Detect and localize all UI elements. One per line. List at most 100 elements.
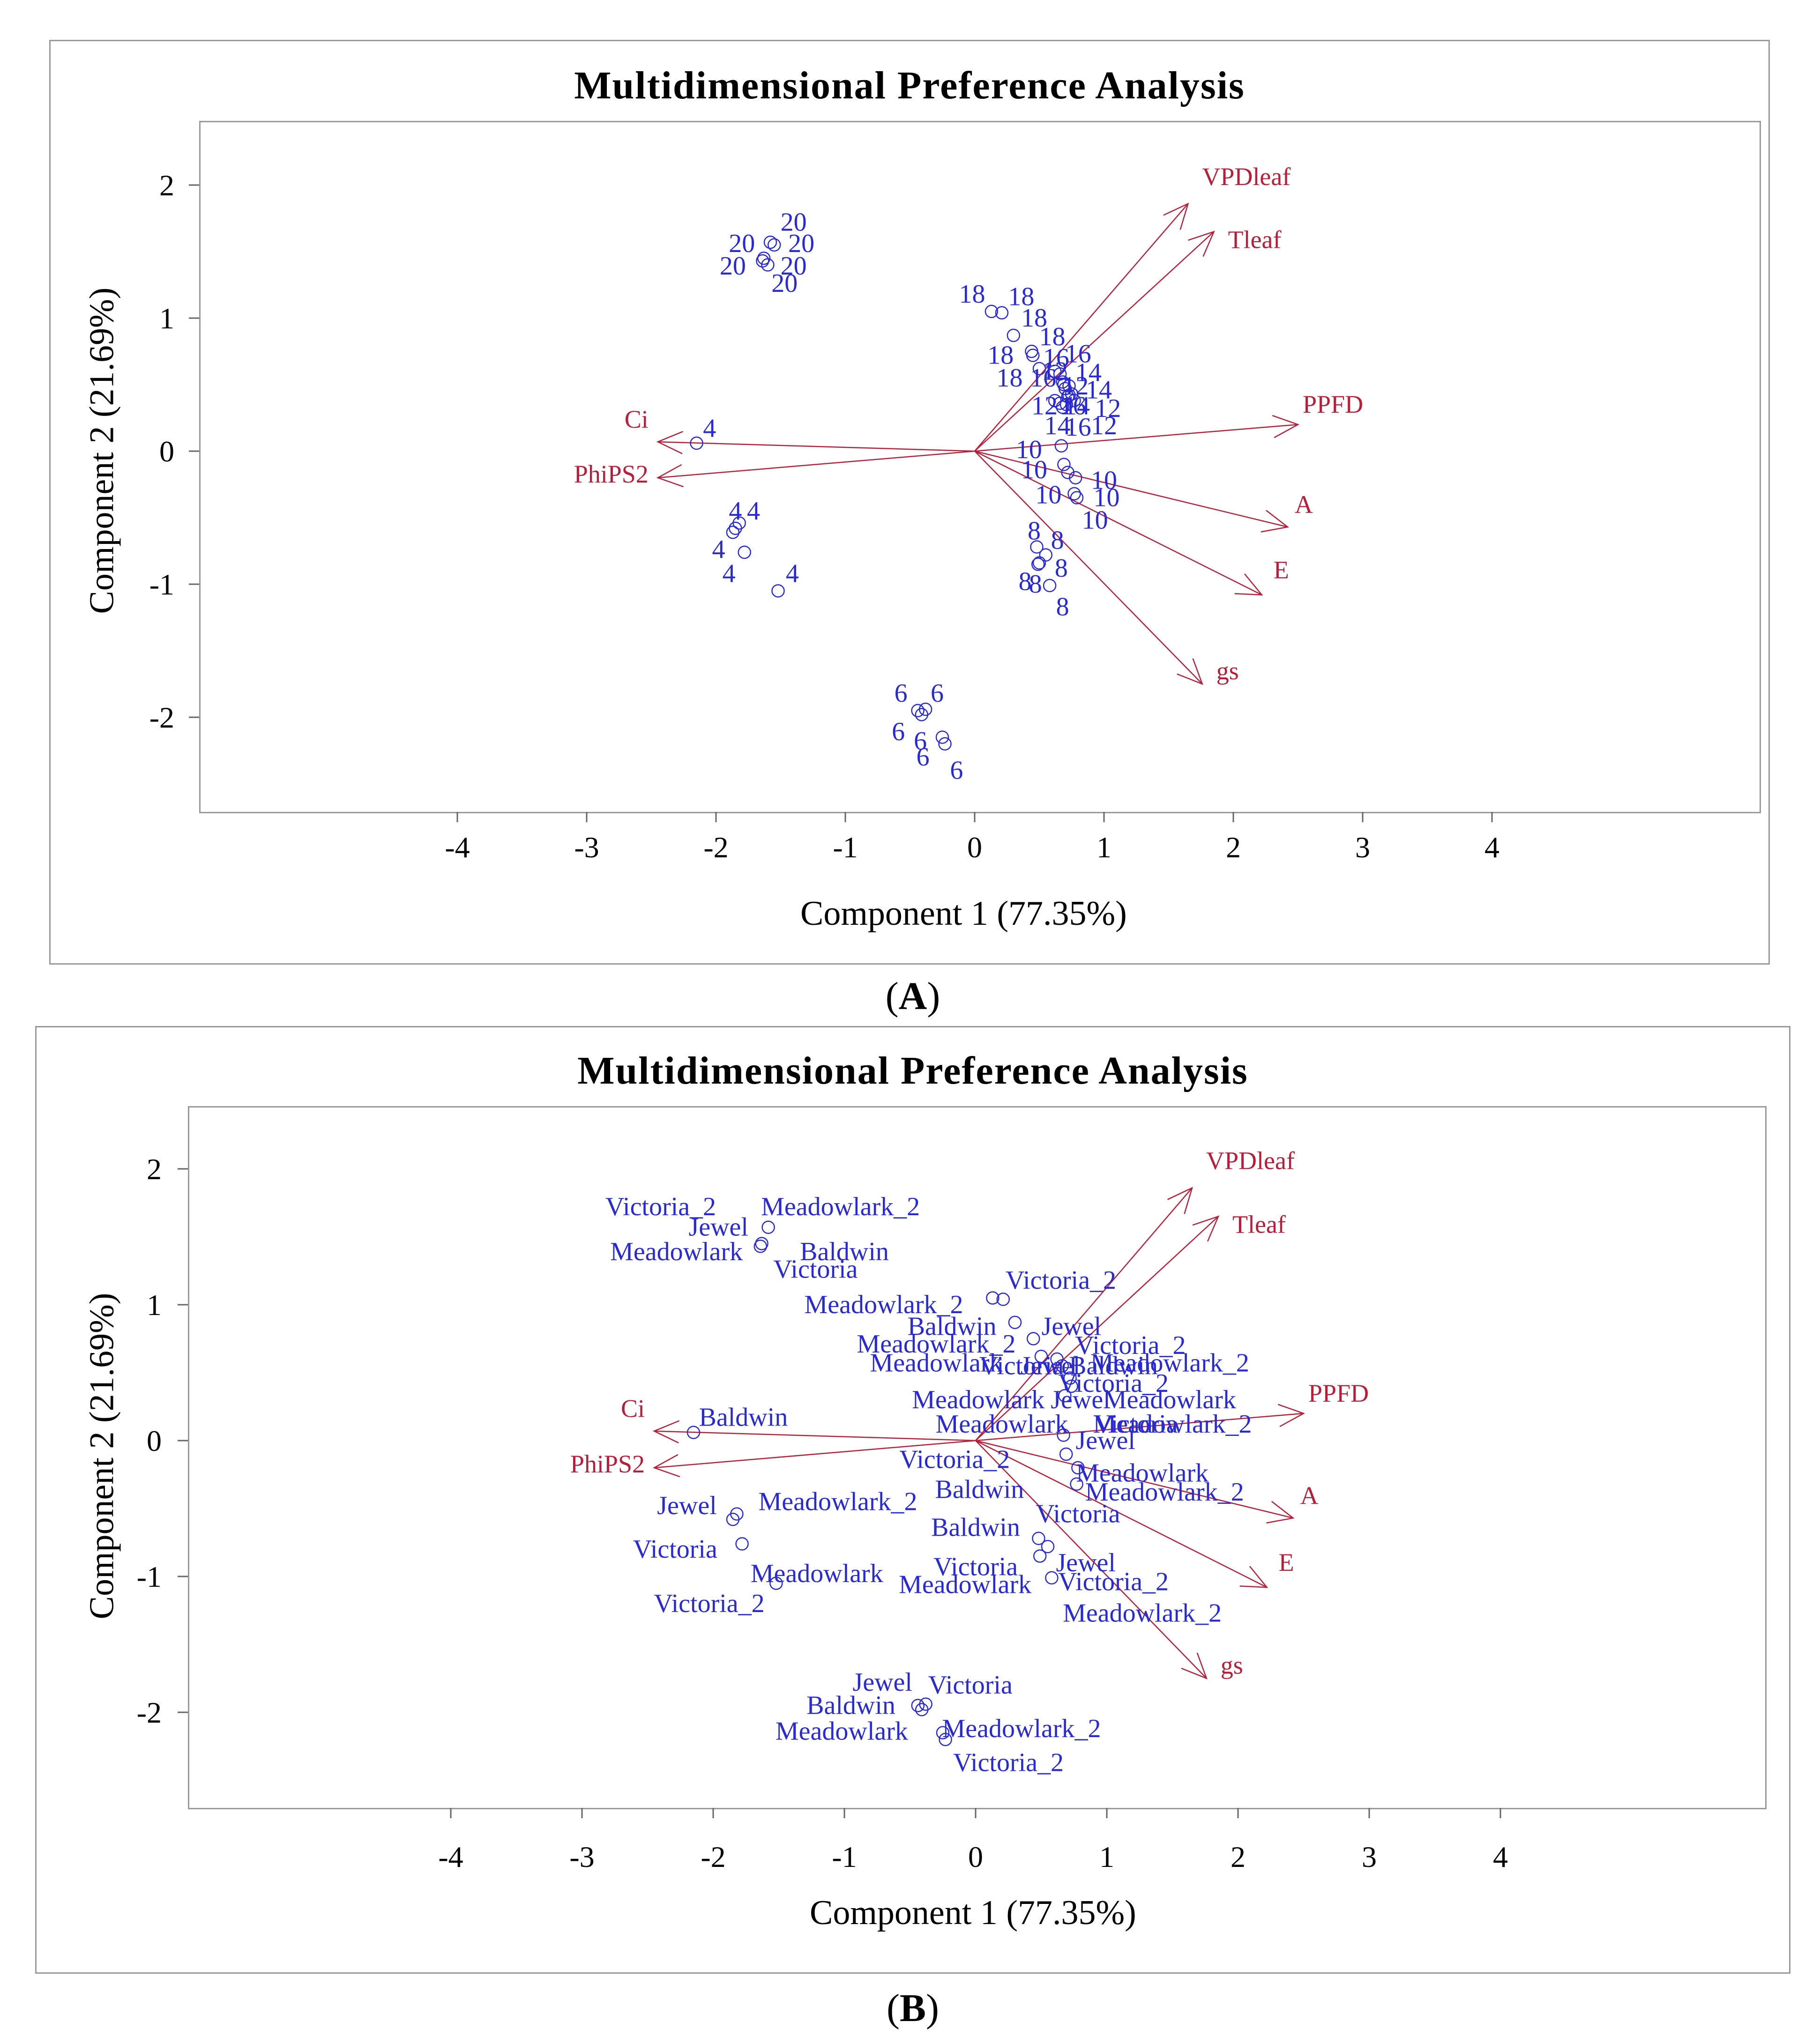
vector-arrowhead <box>1277 1404 1305 1427</box>
vector-tleaf: Tleaf <box>975 1211 1286 1441</box>
vector-arrowhead <box>1234 573 1263 596</box>
point-label: 14 <box>1086 375 1112 404</box>
point-label: 16 <box>1060 391 1086 420</box>
point-label: Meadowlark <box>935 1410 1068 1439</box>
panel-b-letter: B <box>899 1986 926 2030</box>
data-point <box>939 1732 952 1747</box>
point-label: 18 <box>1021 304 1047 333</box>
data-point <box>911 704 925 718</box>
x-tick-label: 4 <box>1484 831 1499 864</box>
data-point <box>1059 398 1074 411</box>
x-tick-label: 0 <box>968 1840 983 1873</box>
point-label: 8 <box>1051 526 1064 555</box>
data-point <box>1045 1571 1059 1585</box>
point-label: Baldwin <box>931 1513 1020 1542</box>
point-label: 6 <box>892 717 905 746</box>
data-point <box>1039 548 1053 562</box>
data-point <box>732 516 746 530</box>
point-label: Meadowlark_2 <box>857 1330 1015 1359</box>
point-label: Victoria_2 <box>953 1748 1064 1777</box>
x-tick-label: -1 <box>832 1840 857 1873</box>
y-axis: -2 -1 0 1 2 <box>149 169 199 734</box>
point-label: Jewel <box>1075 1426 1135 1455</box>
vector-a: A <box>975 1440 1319 1524</box>
vector-a: A <box>974 450 1313 533</box>
point-label: 10 <box>1021 455 1047 484</box>
point-label: Victoria_2 <box>899 1445 1010 1474</box>
point-label: 4 <box>712 535 725 564</box>
y-tick-label: -1 <box>149 568 174 601</box>
x-tick-label: 4 <box>1493 1840 1508 1873</box>
data-point <box>1057 458 1071 471</box>
point-label: Victoria_2 <box>654 1589 765 1618</box>
point-label: Jewel <box>1051 1385 1111 1414</box>
vector-arrowhead <box>1163 202 1189 230</box>
vector-vpdleaf: VPDleaf <box>975 1147 1295 1441</box>
vector-arrowhead <box>1272 415 1300 439</box>
x-tick-label: -2 <box>703 831 728 864</box>
point-label: Victoria_2 <box>1058 1568 1169 1597</box>
data-point <box>761 258 775 272</box>
point-label: 20 <box>720 252 746 281</box>
x-axis-label: Component 1 (77.35%) <box>810 1894 1136 1932</box>
data-point <box>1031 557 1045 571</box>
vector-arrowhead <box>1192 1215 1220 1242</box>
point-label: 4 <box>729 497 742 526</box>
data-point <box>996 1293 1010 1306</box>
panel-a-tag: (A) <box>885 974 940 1018</box>
vector-label: VPDleaf <box>1202 163 1290 191</box>
point-label: Jewel <box>1056 1548 1116 1577</box>
data-point <box>1050 1352 1064 1366</box>
vector-line <box>974 451 1203 684</box>
point-label: 10 <box>1091 466 1117 495</box>
vector-label: Ci <box>625 405 649 433</box>
point-label: 10 <box>1082 506 1108 535</box>
data-point <box>771 584 785 598</box>
x-tick-label: 2 <box>1226 831 1241 864</box>
data-point <box>1048 394 1062 408</box>
panel-a-letter: A <box>898 974 927 1018</box>
data-point <box>726 525 740 539</box>
point-label: 18 <box>1039 322 1066 351</box>
vector-tleaf: Tleaf <box>974 225 1282 452</box>
data-point <box>1065 1379 1078 1393</box>
point-label: 12 <box>1091 411 1117 440</box>
data-point <box>1061 466 1074 479</box>
vector-line <box>975 1216 1219 1441</box>
vector-label: PhiPS2 <box>574 460 649 488</box>
panel-a: Multidimensional Preference Analysis Com… <box>49 40 1770 965</box>
panel-b: Multidimensional Preference Analysis Com… <box>35 1026 1790 1974</box>
x-tick-label: -3 <box>574 831 599 864</box>
point-label: 6 <box>931 679 944 708</box>
data-point <box>1054 439 1068 453</box>
data-point <box>1071 1461 1085 1475</box>
vector-label: A <box>1295 491 1313 519</box>
vector-label: PPFD <box>1308 1379 1369 1407</box>
y-tick-label: 1 <box>159 302 174 335</box>
point-label: 6 <box>917 743 930 772</box>
vector-label: PhiPS2 <box>570 1450 645 1478</box>
data-point <box>1007 328 1021 342</box>
data-point <box>1041 1539 1055 1553</box>
data-point <box>1032 1531 1045 1546</box>
point-label: 14 <box>1075 358 1102 387</box>
point-label: Meadowlark <box>912 1385 1044 1414</box>
point-label: Meadowlark <box>776 1717 908 1746</box>
observation-points <box>690 235 1084 751</box>
point-label: 10 <box>1094 483 1120 512</box>
data-point <box>1070 491 1084 505</box>
point-label: Meadowlark <box>751 1559 883 1588</box>
point-label: Baldwin <box>800 1237 889 1266</box>
point-label: 18 <box>959 280 985 309</box>
data-point <box>911 1699 925 1712</box>
vector-arrowhead <box>1167 1187 1193 1214</box>
vector-phips2: PhiPS2 <box>574 450 975 488</box>
point-label: 4 <box>786 559 799 588</box>
point-label: 8 <box>1028 516 1041 545</box>
x-tick-label: 2 <box>1231 1840 1246 1873</box>
data-point <box>935 730 949 744</box>
vector-label: Tleaf <box>1228 225 1282 253</box>
y-tick-label: -2 <box>149 701 174 734</box>
data-point <box>753 1240 768 1253</box>
